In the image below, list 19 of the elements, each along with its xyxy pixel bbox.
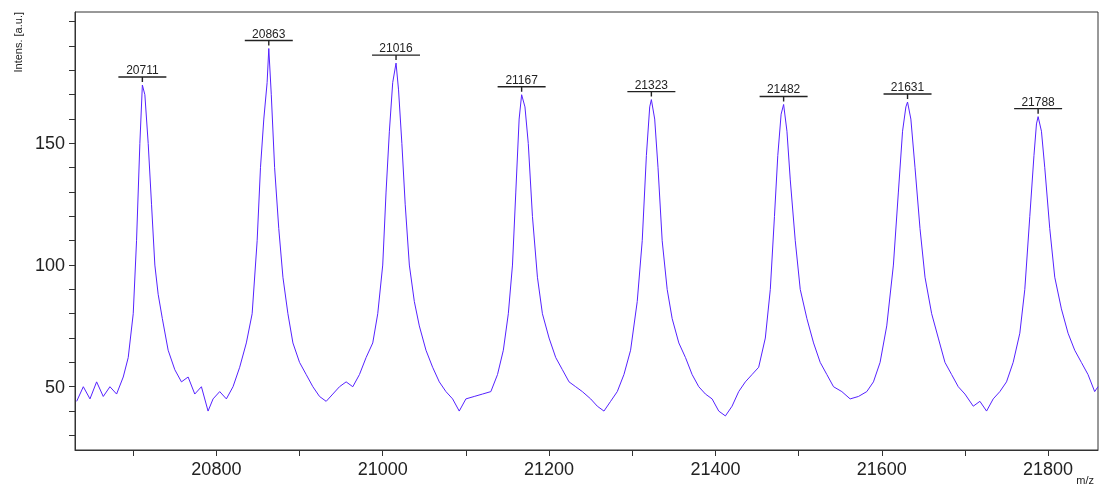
annotation: 21788 [1021, 94, 1056, 109]
annotation: 20863 [252, 26, 286, 41]
x-tick-label: 21400 [690, 459, 741, 479]
x-tick-label: 21000 [357, 459, 408, 479]
annotation: 21016 [379, 41, 414, 56]
y-tick-label: 150 [34, 133, 65, 154]
annotation: 21631 [890, 80, 925, 95]
annotation: 21482 [766, 82, 801, 97]
y-tick-label: 100 [34, 255, 65, 276]
x-axis-title: m/z [1076, 473, 1095, 486]
x-tick-label: 21200 [524, 459, 575, 479]
annotation: 20711 [126, 63, 159, 77]
x-tick-label: 20800 [191, 459, 242, 479]
x-tick-label: 21800 [1023, 459, 1074, 479]
annotation: 21323 [634, 77, 669, 92]
annotation: 21167 [505, 72, 539, 87]
y-tick-label: 50 [44, 376, 65, 397]
x-tick-label: 21600 [856, 459, 907, 479]
y-axis-title: Intens. [a.u.] [11, 11, 24, 73]
